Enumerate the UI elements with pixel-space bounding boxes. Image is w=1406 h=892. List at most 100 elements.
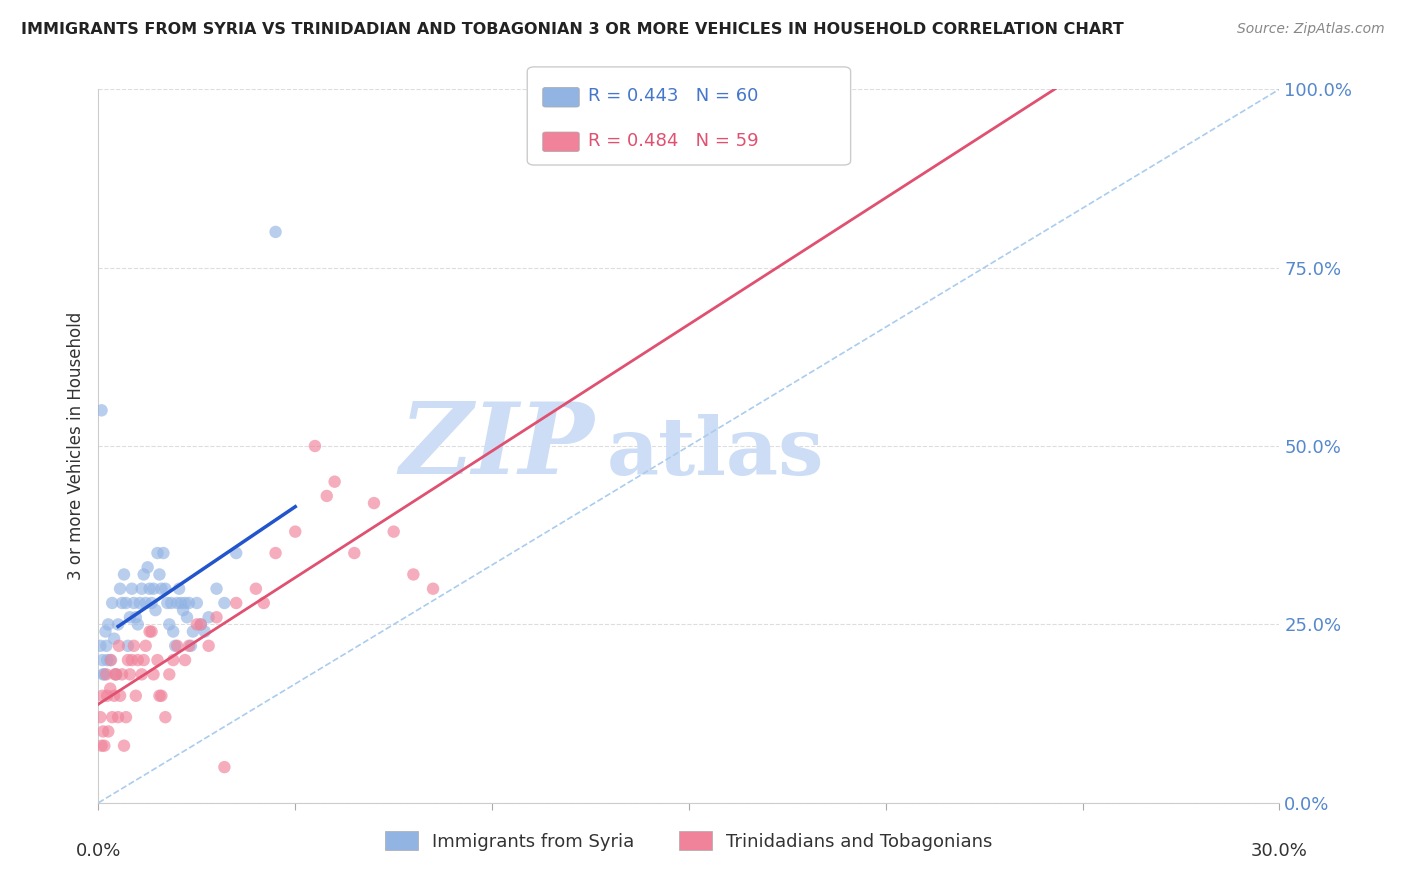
Text: 30.0%: 30.0% bbox=[1251, 842, 1308, 860]
Legend: Immigrants from Syria, Trinidadians and Tobagonians: Immigrants from Syria, Trinidadians and … bbox=[378, 824, 1000, 858]
Point bbox=[135, 596, 157, 610]
Point bbox=[115, 596, 138, 610]
Point bbox=[166, 596, 188, 610]
Point bbox=[96, 667, 118, 681]
Point bbox=[225, 596, 247, 610]
Point bbox=[121, 582, 143, 596]
Point bbox=[131, 582, 153, 596]
Point bbox=[108, 582, 131, 596]
Point bbox=[174, 596, 197, 610]
Point bbox=[315, 489, 337, 503]
Text: IMMIGRANTS FROM SYRIA VS TRINIDADIAN AND TOBAGONIAN 3 OR MORE VEHICLES IN HOUSEH: IMMIGRANTS FROM SYRIA VS TRINIDADIAN AND… bbox=[21, 22, 1123, 37]
Point bbox=[148, 567, 170, 582]
Point bbox=[136, 560, 159, 574]
Point bbox=[197, 610, 219, 624]
Point bbox=[155, 710, 177, 724]
Text: Source: ZipAtlas.com: Source: ZipAtlas.com bbox=[1237, 22, 1385, 37]
Point bbox=[100, 653, 122, 667]
Point bbox=[157, 667, 180, 681]
Point bbox=[156, 596, 179, 610]
Point bbox=[94, 624, 117, 639]
Point bbox=[108, 639, 131, 653]
Point bbox=[155, 582, 177, 596]
Point bbox=[121, 653, 143, 667]
Point bbox=[172, 603, 194, 617]
Point bbox=[146, 653, 169, 667]
Point bbox=[98, 681, 121, 696]
Point bbox=[132, 567, 155, 582]
Point bbox=[190, 617, 212, 632]
Point bbox=[118, 667, 141, 681]
Point bbox=[128, 596, 150, 610]
Point bbox=[118, 610, 141, 624]
Point bbox=[245, 582, 267, 596]
Point bbox=[107, 617, 129, 632]
Point bbox=[105, 667, 128, 681]
Point bbox=[142, 667, 165, 681]
Point bbox=[253, 596, 276, 610]
Point bbox=[127, 617, 149, 632]
Point bbox=[402, 567, 425, 582]
Point bbox=[177, 639, 200, 653]
Point bbox=[101, 710, 124, 724]
Point bbox=[323, 475, 346, 489]
Point bbox=[104, 667, 127, 681]
Point bbox=[117, 653, 139, 667]
Point bbox=[112, 739, 135, 753]
Point bbox=[304, 439, 326, 453]
Point bbox=[174, 653, 197, 667]
Point bbox=[146, 546, 169, 560]
Point bbox=[225, 546, 247, 560]
Point bbox=[214, 596, 236, 610]
Point bbox=[150, 582, 173, 596]
Point bbox=[91, 724, 114, 739]
Point bbox=[194, 624, 217, 639]
Point bbox=[103, 689, 125, 703]
Point bbox=[343, 546, 366, 560]
Point bbox=[205, 582, 228, 596]
Point bbox=[186, 617, 208, 632]
Point bbox=[162, 624, 184, 639]
Point bbox=[145, 603, 167, 617]
Point bbox=[103, 632, 125, 646]
Point bbox=[115, 710, 138, 724]
Point bbox=[107, 710, 129, 724]
Point bbox=[166, 639, 188, 653]
Point bbox=[117, 639, 139, 653]
Point bbox=[96, 689, 118, 703]
Point bbox=[91, 689, 114, 703]
Point bbox=[111, 596, 134, 610]
Point bbox=[422, 582, 444, 596]
Point bbox=[93, 739, 115, 753]
Point bbox=[141, 624, 163, 639]
Point bbox=[197, 639, 219, 653]
Point bbox=[127, 653, 149, 667]
Point bbox=[125, 610, 148, 624]
Point bbox=[382, 524, 405, 539]
Text: ZIP: ZIP bbox=[399, 398, 595, 494]
Point bbox=[363, 496, 385, 510]
Point bbox=[150, 689, 173, 703]
Point bbox=[177, 596, 200, 610]
Point bbox=[132, 653, 155, 667]
Text: R = 0.484   N = 59: R = 0.484 N = 59 bbox=[588, 132, 758, 150]
Point bbox=[165, 639, 187, 653]
Point bbox=[148, 689, 170, 703]
Point bbox=[135, 639, 157, 653]
Point bbox=[205, 610, 228, 624]
Point bbox=[180, 639, 202, 653]
Point bbox=[181, 624, 204, 639]
Text: 0.0%: 0.0% bbox=[76, 842, 121, 860]
Point bbox=[284, 524, 307, 539]
Point bbox=[97, 617, 120, 632]
Text: atlas: atlas bbox=[606, 414, 824, 492]
Point bbox=[170, 596, 193, 610]
Point bbox=[90, 403, 112, 417]
Point bbox=[131, 667, 153, 681]
Point bbox=[152, 546, 174, 560]
Point bbox=[264, 225, 287, 239]
Point bbox=[101, 596, 124, 610]
Point bbox=[160, 596, 183, 610]
Point bbox=[186, 596, 208, 610]
Point bbox=[141, 596, 163, 610]
